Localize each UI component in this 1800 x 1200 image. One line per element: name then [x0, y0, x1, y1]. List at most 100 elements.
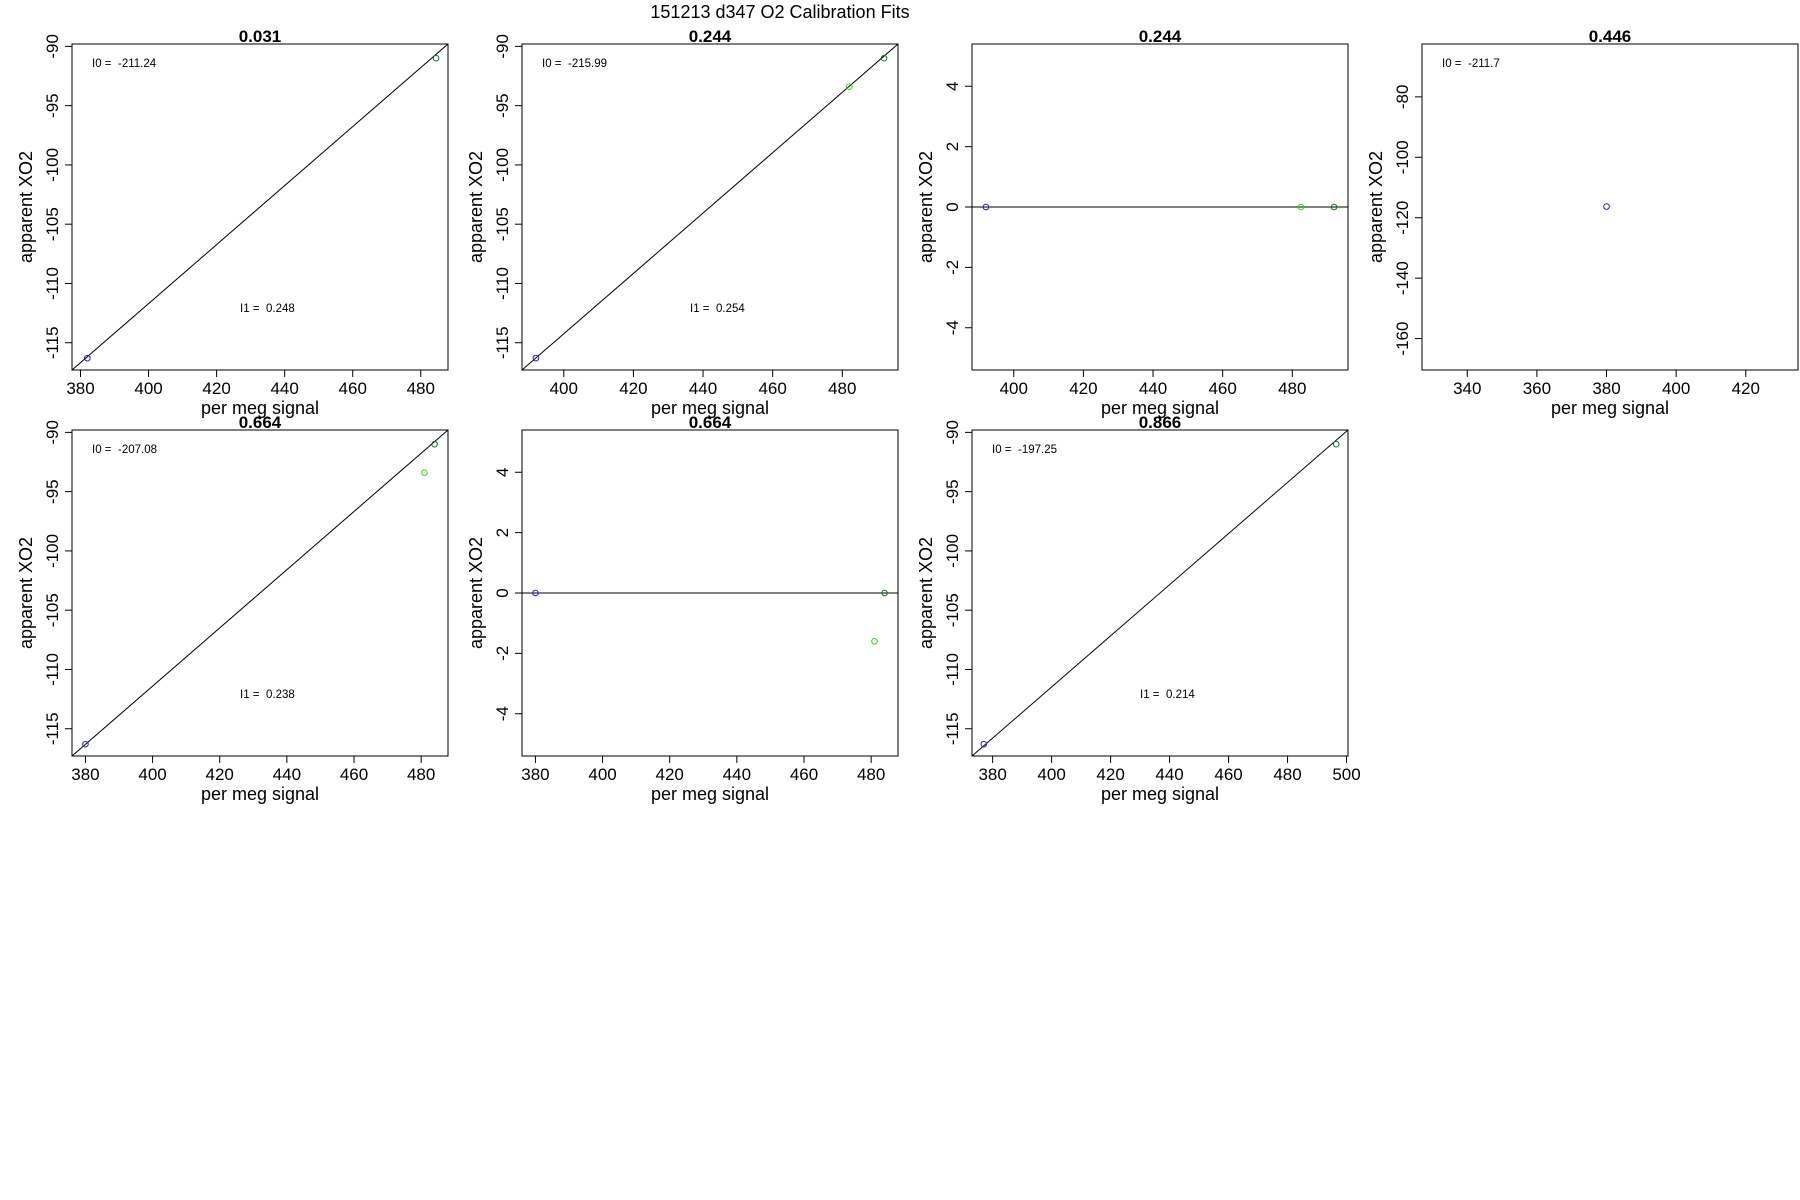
x-tick-label: 400 [134, 379, 162, 398]
i1-value: 0.254 [716, 303, 745, 315]
y-tick-label: -105 [43, 593, 62, 627]
x-tick-label: 480 [1278, 379, 1306, 398]
plot-frame [971, 429, 1349, 757]
x-tick-label: 480 [857, 765, 885, 784]
panel-7: 0.866 380 400 420 440 460 480 500 -90 -95 -100 -105… [916, 413, 1361, 804]
x-tick-label: 420 [1096, 765, 1124, 784]
x-tick-label: 400 [1037, 765, 1065, 784]
panel-5: 0.664 380 400 420 440 460 480 -90 -95 -100 -105 -11… [16, 413, 449, 804]
y-tick-label: -110 [943, 653, 962, 686]
x-axis-label: per meg signal [201, 784, 319, 804]
x-axis-label: per meg signal [651, 784, 769, 804]
plot-frame [1421, 43, 1799, 371]
x-axis-label: per meg signal [1551, 398, 1669, 418]
y-tick-label: -100 [493, 148, 512, 182]
data-point [1603, 203, 1610, 210]
y-axis-label: apparent XO2 [916, 151, 936, 263]
y-tick-label: -90 [43, 34, 62, 59]
x-tick-label: 480 [407, 765, 435, 784]
y-tick-label: -110 [493, 267, 512, 300]
panel-2: 0.244 400 420 440 460 480 -90 -95 -100 -105 -110 -1… [466, 27, 899, 418]
x-tick-label: 440 [270, 379, 298, 398]
x-tick-label: 400 [550, 379, 578, 398]
y-tick-label: -95 [493, 93, 512, 118]
x-tick-label: 460 [790, 765, 818, 784]
x-axis-label: per meg signal [201, 398, 319, 418]
y-tick-label: -115 [43, 326, 62, 359]
y-axis-label: apparent XO2 [466, 537, 486, 649]
y-tick-label: -110 [43, 653, 62, 686]
plot-frame [71, 429, 449, 757]
x-tick-label: 420 [202, 379, 230, 398]
x-tick-label: 400 [588, 765, 616, 784]
plot-frame [521, 43, 899, 371]
i1-value: 0.238 [266, 689, 295, 701]
y-axis-label: apparent XO2 [916, 537, 936, 649]
y-tick-label: -115 [943, 712, 962, 745]
data-point [421, 469, 428, 476]
y-tick-label: 2 [493, 528, 512, 537]
figure-title: 151213 d347 O2 Calibration Fits [650, 2, 909, 22]
x-tick-label: 380 [71, 765, 99, 784]
i0-value: -215.99 [568, 58, 607, 70]
i0-label: I0 = [92, 444, 112, 456]
panel-4: 0.446 340 360 380 400 420 -80 -100 -120 -140 -160 p… [1366, 27, 1799, 418]
x-tick-label: 420 [1069, 379, 1097, 398]
x-tick-label: 480 [828, 379, 856, 398]
panel-title: 0.664 [689, 413, 732, 432]
x-axis-label: per meg signal [1101, 784, 1219, 804]
y-tick-label: 0 [943, 202, 962, 211]
panel-title: 0.866 [1139, 413, 1182, 432]
i1-value: 0.214 [1166, 689, 1195, 701]
x-tick-label: 420 [656, 765, 684, 784]
y-tick-label: -90 [493, 34, 512, 59]
x-tick-label: 460 [339, 379, 367, 398]
panel-1: 0.031 380 400 420 440 460 480 -90 -95 -100 -105 -11… [16, 27, 449, 418]
panel-title: 0.446 [1589, 27, 1632, 46]
y-tick-label: -95 [943, 479, 962, 504]
i1-label: I1 = [690, 303, 710, 315]
x-tick-label: 400 [138, 765, 166, 784]
y-tick-label: -140 [1393, 261, 1412, 295]
i0-value: -211.24 [118, 58, 157, 70]
x-tick-label: 400 [1662, 379, 1690, 398]
panel-title: 0.031 [239, 27, 282, 46]
x-axis-label: per meg signal [651, 398, 769, 418]
y-tick-label: -115 [43, 712, 62, 745]
y-tick-label: 2 [943, 142, 962, 151]
x-tick-label: 380 [521, 765, 549, 784]
x-tick-label: 440 [1139, 379, 1167, 398]
y-tick-label: -105 [43, 207, 62, 241]
fit-line [971, 429, 1349, 757]
data-point [532, 589, 539, 597]
i0-value: -197.25 [1018, 444, 1057, 456]
y-tick-label: -100 [43, 148, 62, 182]
i0-label: I0 = [542, 58, 562, 70]
panels-group: 0.031 380 400 420 440 460 480 -90 -95 -100 -105 -11… [16, 27, 1799, 804]
y-tick-label: -95 [43, 93, 62, 118]
y-tick-label: -110 [43, 267, 62, 300]
y-tick-label: -80 [1393, 85, 1412, 110]
x-tick-label: 440 [273, 765, 301, 784]
y-axis-label: apparent XO2 [16, 537, 36, 649]
i1-label: I1 = [1140, 689, 1160, 701]
panel-title: 0.244 [689, 27, 732, 46]
x-tick-label: 420 [619, 379, 647, 398]
data-point [532, 354, 540, 362]
x-tick-label: 480 [1273, 765, 1301, 784]
x-tick-label: 460 [1214, 765, 1242, 784]
data-point [980, 740, 988, 748]
x-tick-label: 380 [978, 765, 1006, 784]
fit-line [71, 429, 449, 757]
y-tick-label: -120 [1393, 201, 1412, 235]
plot-frame [71, 43, 449, 371]
y-tick-label: 0 [493, 588, 512, 597]
data-point [432, 54, 440, 62]
y-tick-label: -4 [943, 320, 962, 335]
i1-value: 0.248 [266, 303, 295, 315]
y-axis-label: apparent XO2 [466, 151, 486, 263]
y-tick-label: -4 [493, 706, 512, 721]
x-tick-label: 420 [1732, 379, 1760, 398]
